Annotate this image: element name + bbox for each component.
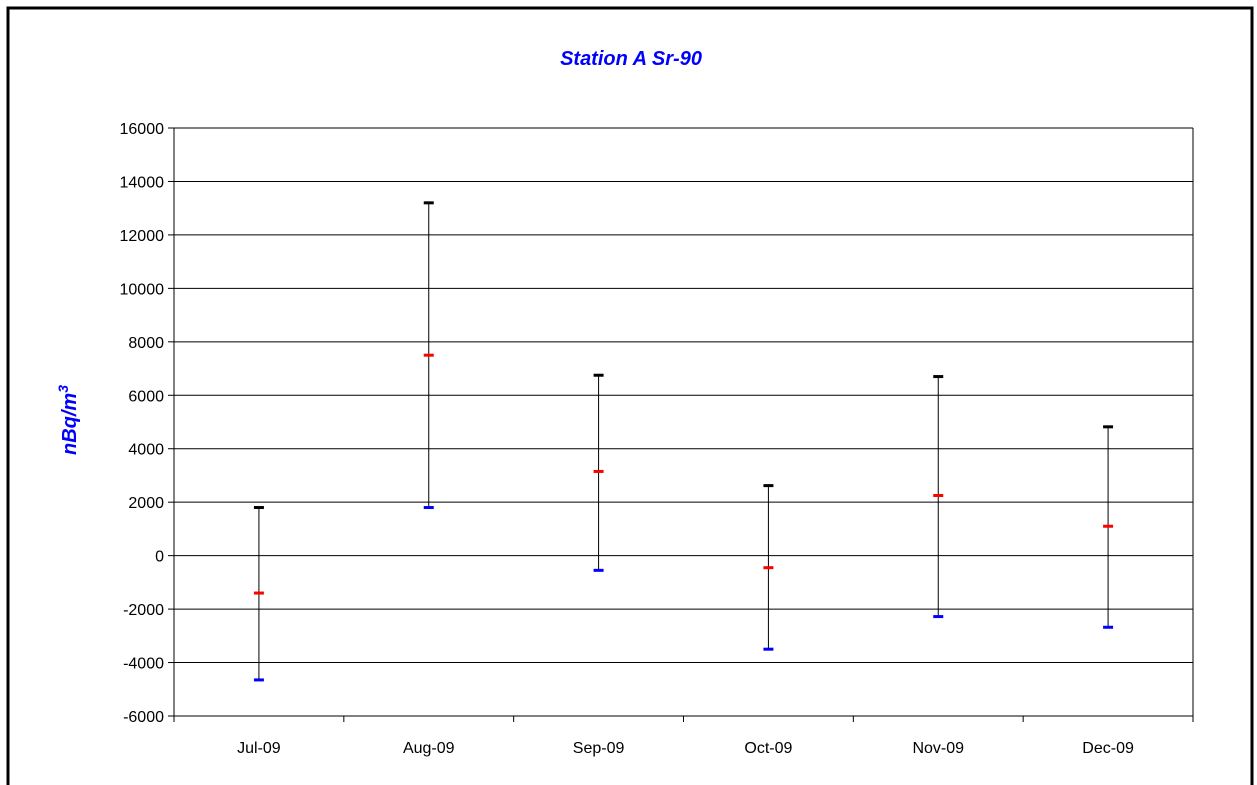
x-tick-label: Jul-09 [237, 740, 281, 757]
x-tick-label: Nov-09 [912, 740, 964, 757]
x-tick-label: Oct-09 [744, 740, 792, 757]
x-tick-label: Dec-09 [1082, 740, 1134, 757]
x-tick-label: Aug-09 [403, 740, 455, 757]
chart-title: Station A Sr-90 [560, 48, 702, 70]
y-tick-label: 10000 [120, 281, 165, 298]
chart-frame [6, 6, 1254, 785]
y-tick-label: 0 [155, 549, 164, 566]
x-tick-labels: Jul-09 Aug-09 Sep-09 Oct-09 Nov-09 Dec-09 [237, 740, 1134, 757]
y-tick-label: -2000 [123, 602, 164, 619]
y-tick-label: -6000 [123, 709, 164, 726]
y-axis-label-superscript: 3 [55, 385, 71, 393]
y-tick-label: 12000 [120, 228, 165, 245]
y-tick-label: 6000 [128, 388, 164, 405]
axes [168, 127, 1194, 722]
y-tick-label: 14000 [120, 174, 165, 191]
y-tick-label: 16000 [120, 121, 165, 138]
y-tick-label: 4000 [128, 442, 164, 459]
y-tick-label: 8000 [128, 335, 164, 352]
y-axis-label-text: nBq/m [59, 393, 81, 455]
x-tick-label: Sep-09 [573, 740, 625, 757]
error-bars [253, 201, 1114, 682]
y-axis-label: nBq/m3 [55, 385, 81, 455]
y-tick-label: -4000 [123, 656, 164, 673]
y-tick-labels: 16000 14000 12000 10000 8000 6000 4000 2000 0 -20… [120, 121, 165, 726]
y-tick-label: 2000 [128, 495, 164, 512]
